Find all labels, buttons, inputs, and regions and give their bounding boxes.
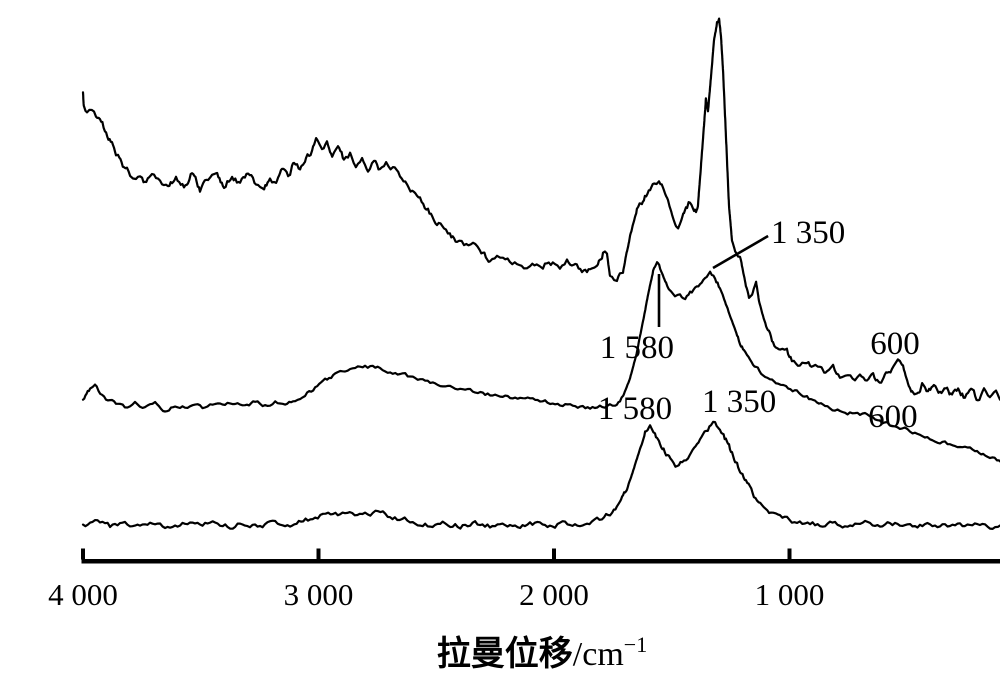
x-axis-tick-3000 xyxy=(317,549,321,560)
x-axis-line xyxy=(82,559,1000,564)
x-axis-tick-label-3000: 3 000 xyxy=(284,577,354,612)
peak-annotation-b-600: 600 xyxy=(868,399,918,435)
x-axis-tick-label-4000: 4 000 xyxy=(48,577,118,612)
spectrum-curve-b xyxy=(83,262,1000,463)
peak-annotation-b-1350: 1 350 xyxy=(771,215,845,251)
x-axis-tick-2000 xyxy=(552,549,556,560)
x-axis-title: 拉曼位移/cm−1 xyxy=(437,632,647,673)
x-axis-tick-1000 xyxy=(788,549,792,560)
x-axis-title-cjk: 拉曼位移 xyxy=(437,635,573,673)
x-axis-tick-label-2000: 2 000 xyxy=(519,577,589,612)
x-axis-title-unit: /cm xyxy=(573,636,624,673)
spectra-curves-group xyxy=(83,19,1000,529)
x-axis-tick-4000 xyxy=(81,549,85,560)
peak-annotation-c-600: 600 xyxy=(870,326,920,362)
x-axis-tick-label-1000: 1 000 xyxy=(755,577,825,612)
spectrum-curve-a xyxy=(83,422,1000,529)
x-axis-title-exponent: −1 xyxy=(624,632,647,657)
peak-annotation-b-1580: 1 580 xyxy=(600,330,674,366)
peak-annotation-a-1350: 1 350 xyxy=(702,384,776,420)
spectrum-curve-c xyxy=(83,19,1000,401)
peak-annotation-a-1580: 1 580 xyxy=(598,391,672,427)
